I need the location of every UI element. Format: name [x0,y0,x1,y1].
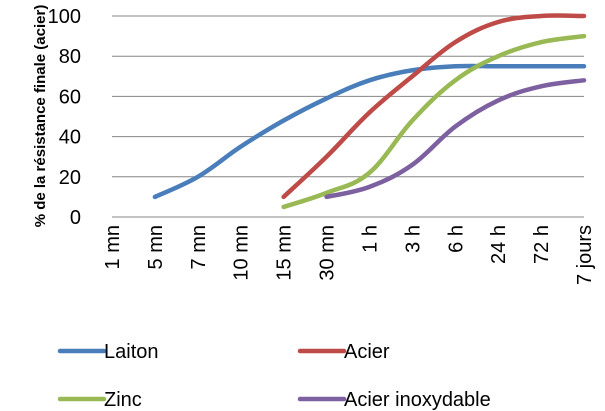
y-tick-label: 20 [59,167,81,189]
series-line-acier [281,13,587,200]
legend-label-acier: Acier [344,341,390,363]
legend: Laiton Acier Zinc Acier inoxydable [57,341,491,411]
x-tick-label: 10 mn [231,225,253,281]
x-tick-label: 7 jours [574,225,596,285]
x-tick-label: 1 h [359,225,381,253]
y-tick-label: 40 [59,127,81,149]
x-tick-label: 72 h [531,225,553,264]
x-tick-label: 5 mn [145,225,167,269]
y-axis-label: % de la résistance finale (acier) [32,5,49,228]
x-tick-label: 7 mn [188,225,210,269]
y-tick-label: 100 [48,6,81,28]
y-tick-label: 0 [70,207,81,229]
gridlines [112,15,584,178]
x-tick-label: 15 mn [274,225,296,281]
y-tick-label: 60 [59,86,81,108]
x-tick-label: 30 mn [317,225,339,281]
y-tick-label: 80 [59,46,81,68]
series-line-zinc [281,33,587,210]
x-tick-label: 6 h [445,225,467,253]
legend-label-laiton: Laiton [104,341,159,363]
x-axis-ticks: 1 mn 5 mn 7 mn 10 mn 15 mn 30 mn 1 h 3 h 6 h 24 h… [102,225,596,285]
series-line-acier-inoxydable [324,78,587,200]
x-tick-label: 24 h [488,225,510,264]
y-axis-ticks: 0 20 40 60 80 100 [48,6,81,229]
legend-label-zinc: Zinc [104,389,142,411]
series-line-laiton [152,63,587,200]
legend-label-acier-inoxydable: Acier inoxydable [344,389,491,411]
x-tick-label: 1 mn [102,225,124,269]
x-tick-label: 3 h [402,225,424,253]
series-lines [152,13,587,210]
